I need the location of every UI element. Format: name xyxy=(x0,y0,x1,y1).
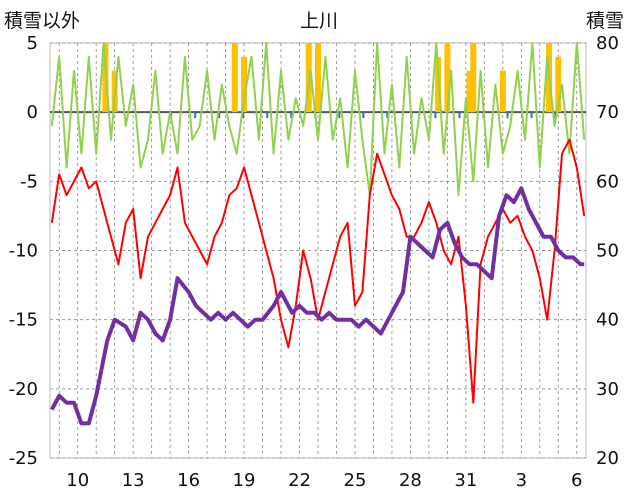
right-tick-label: 70 xyxy=(596,102,619,123)
left-tick-label: -15 xyxy=(9,310,38,331)
negative-bar xyxy=(458,112,461,119)
precipitation-bar xyxy=(444,43,451,113)
negative-bar xyxy=(194,112,197,119)
precipitation-bar xyxy=(241,56,248,113)
green-series-line xyxy=(50,42,586,197)
left-axis-title: 積雪以外 xyxy=(4,10,81,32)
snow-depth-line xyxy=(50,186,585,426)
precipitation-bar xyxy=(315,43,321,113)
negative-bar xyxy=(362,112,365,119)
left-tick-label: 5 xyxy=(27,33,38,54)
chart-title: 上川 xyxy=(300,10,339,32)
x-tick-label: 25 xyxy=(344,470,367,491)
negative-bar xyxy=(434,112,437,119)
right-tick-label: 30 xyxy=(596,379,619,400)
x-tick-label: 3 xyxy=(516,470,527,491)
negative-bar xyxy=(506,112,509,119)
right-tick-label: 80 xyxy=(596,33,619,54)
precipitation-bar xyxy=(466,70,473,113)
left-tick-label: -25 xyxy=(9,448,38,469)
x-tick-label: 16 xyxy=(177,470,200,491)
negative-bar xyxy=(386,112,389,119)
right-axis-title: 積雪 xyxy=(586,10,625,32)
negative-bar xyxy=(290,112,293,119)
right-tick-label: 40 xyxy=(596,310,619,331)
right-tick-label: 60 xyxy=(596,171,619,192)
right-tick-label: 20 xyxy=(596,448,619,469)
negative-bar xyxy=(338,112,341,119)
negative-bar xyxy=(266,112,269,119)
x-tick-label: 19 xyxy=(233,470,256,491)
x-tick-label: 6 xyxy=(571,470,582,491)
x-tick-label: 10 xyxy=(66,470,89,491)
precipitation-bar xyxy=(470,43,477,113)
precipitation-bar xyxy=(231,43,238,113)
left-tick-label: -10 xyxy=(9,241,38,262)
negative-bar xyxy=(242,112,245,119)
negative-bar xyxy=(218,112,221,119)
right-tick-label: 50 xyxy=(596,241,619,262)
left-tick-label: -5 xyxy=(20,171,38,192)
x-tick-label: 28 xyxy=(399,470,422,491)
left-tick-label: 0 xyxy=(27,102,38,123)
x-tick-label: 22 xyxy=(288,470,311,491)
red-series-line xyxy=(50,138,586,404)
x-tick-label: 13 xyxy=(122,470,145,491)
left-tick-label: -20 xyxy=(9,379,38,400)
precipitation-bar xyxy=(555,56,562,113)
negative-bar xyxy=(530,112,533,119)
precipitation-bar xyxy=(499,70,506,113)
x-tick-label: 31 xyxy=(454,470,477,491)
